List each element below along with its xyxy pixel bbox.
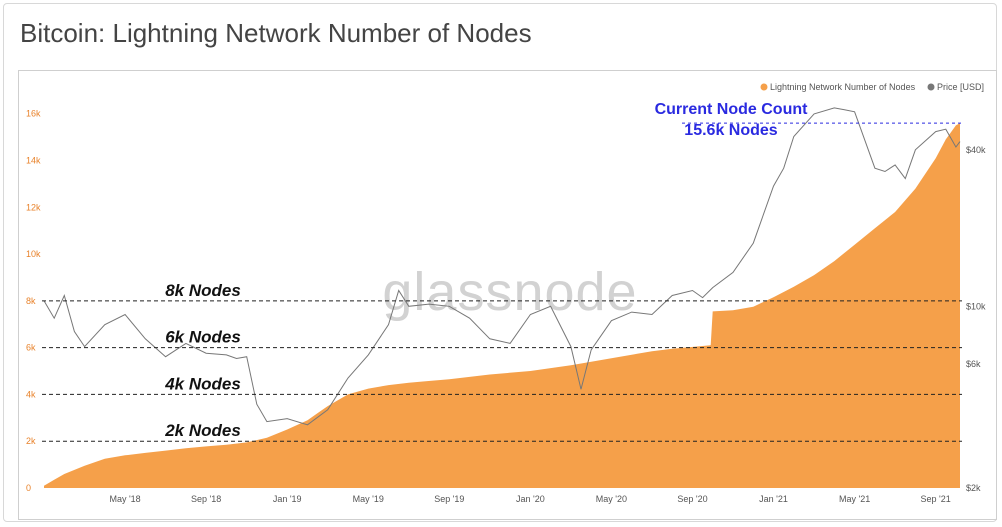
legend-price-marker: [927, 83, 935, 91]
y-left-tick: 14k: [26, 156, 41, 166]
nodes-area: [44, 123, 960, 488]
y-left-tick: 4k: [26, 389, 36, 399]
x-tick: Sep '18: [191, 494, 221, 504]
reference-label-4000: 4k Nodes: [164, 374, 241, 393]
x-tick: Jan '20: [516, 494, 545, 504]
x-tick: Jan '21: [759, 494, 788, 504]
price-line: [43, 107, 961, 426]
reference-label-8000: 8k Nodes: [165, 281, 241, 300]
x-tick: May '20: [596, 494, 627, 504]
y-left-tick: 10k: [26, 249, 41, 259]
reference-lines-layer: 2k Nodes 4k Nodes 6k Nodes 8k Nodes: [42, 122, 962, 442]
y-left-tick: 12k: [26, 202, 41, 212]
callout-line-1: Current Node Count: [655, 101, 809, 118]
nodes-area-layer: [44, 123, 960, 488]
y-left-tick: 0: [26, 483, 31, 493]
x-tick: Sep '19: [434, 494, 464, 504]
y-left-tick: 2k: [26, 436, 36, 446]
watermark: glassnode: [382, 262, 637, 322]
legend-nodes-marker: [760, 83, 768, 91]
legend-price-label: Price [USD]: [937, 82, 984, 92]
chart-frame: [18, 70, 997, 520]
y-right-tick: $10k: [966, 301, 986, 311]
reference-label-6000: 6k Nodes: [165, 328, 241, 347]
y-left-tick: 6k: [26, 343, 36, 353]
price-line-layer: [43, 107, 961, 426]
x-tick: Sep '21: [921, 494, 951, 504]
x-tick: May '21: [839, 494, 870, 504]
chart-title: Bitcoin: Lightning Network Number of Nod…: [20, 18, 532, 48]
callout-line-2: 15.6k Nodes: [684, 122, 777, 139]
x-tick: May '19: [353, 494, 384, 504]
axes-layer: 0 2k 4k 6k 8k 10k 12k 14k 16k $2k $6k $10k $40k May '…: [26, 109, 986, 504]
current-node-callout: Current Node Count 15.6k Nodes: [655, 101, 809, 139]
reference-label-2000: 2k Nodes: [164, 421, 241, 440]
y-left-tick: 8k: [26, 296, 36, 306]
y-right-tick: $2k: [966, 483, 981, 493]
legend: Lightning Network Number of Nodes Price …: [760, 82, 984, 92]
y-left-tick: 16k: [26, 109, 41, 119]
x-tick: Jan '19: [273, 494, 302, 504]
x-tick: May '18: [109, 494, 140, 504]
y-right-tick: $6k: [966, 359, 981, 369]
y-right-tick: $40k: [966, 145, 986, 155]
legend-nodes-label: Lightning Network Number of Nodes: [770, 82, 916, 92]
x-tick: Sep '20: [677, 494, 707, 504]
